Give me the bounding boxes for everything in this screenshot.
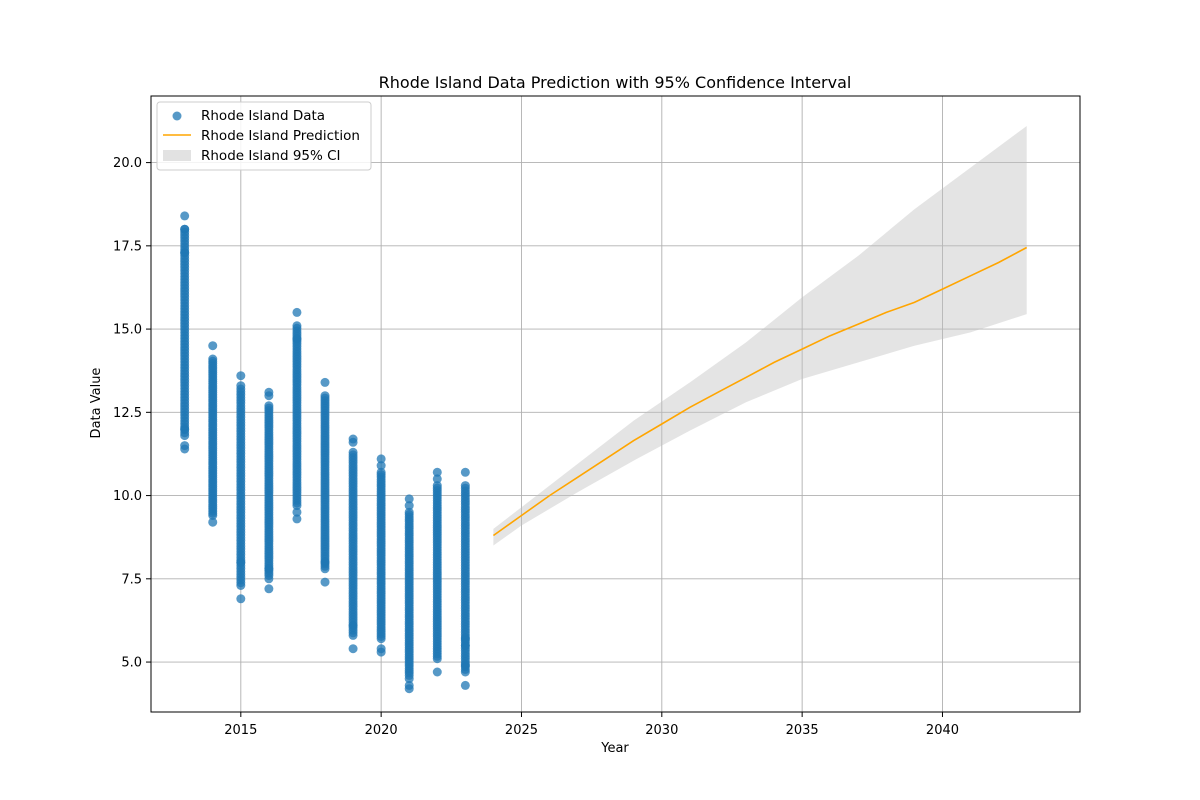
data-point — [460, 467, 470, 477]
data-point — [460, 481, 470, 491]
data-point — [376, 644, 386, 654]
data-point — [348, 620, 358, 630]
data-point — [208, 517, 218, 527]
legend-marker-data — [172, 111, 182, 121]
x-tick-label: 2035 — [786, 723, 819, 738]
data-point — [404, 494, 414, 504]
data-point — [320, 377, 330, 387]
data-point — [180, 248, 190, 257]
data-point — [236, 594, 246, 604]
legend: Rhode Island Data Rhode Island Predictio… — [156, 101, 372, 171]
data-point — [404, 674, 414, 684]
y-axis-label: Data Value — [89, 368, 104, 439]
data-point — [348, 644, 358, 654]
data-point — [180, 441, 190, 451]
y-tick-label: 5.0 — [121, 656, 142, 671]
y-tick-label: 10.0 — [113, 489, 142, 504]
data-point — [460, 640, 470, 650]
y-tick-label: 17.5 — [113, 239, 142, 254]
data-point — [236, 381, 246, 391]
y-tick-label: 7.5 — [121, 572, 142, 587]
data-point — [320, 557, 330, 567]
legend-label-prediction: Rhode Island Prediction — [201, 128, 360, 144]
data-point — [376, 454, 386, 464]
data-point — [432, 481, 442, 491]
data-point — [404, 501, 414, 511]
legend-label-ci: Rhode Island 95% CI — [201, 148, 341, 164]
data-point — [376, 467, 386, 477]
legend-label-data: Rhode Island Data — [201, 108, 325, 124]
data-point — [264, 387, 274, 397]
data-point — [180, 424, 190, 434]
data-point — [404, 680, 414, 690]
data-point — [320, 391, 330, 401]
x-tick-label: 2025 — [505, 723, 538, 738]
data-point — [404, 507, 414, 517]
data-point — [236, 371, 246, 381]
data-point — [348, 447, 358, 457]
data-point — [460, 660, 470, 670]
plot-frame — [150, 95, 1081, 713]
y-axis-ticks: 5.0 7.5 10.0 12.5 15.0 17.5 20.0 — [113, 156, 151, 671]
confidence-band — [493, 126, 1027, 546]
x-tick-label: 2020 — [365, 723, 398, 738]
data-point — [292, 321, 302, 331]
data-point — [292, 514, 302, 524]
data-point — [432, 474, 442, 484]
y-tick-label: 12.5 — [113, 406, 142, 421]
y-tick-label: 20.0 — [113, 156, 142, 171]
grid — [151, 96, 1080, 712]
data-point — [264, 584, 274, 594]
data-point — [292, 334, 302, 344]
chart-title: Rhode Island Data Prediction with 95% Co… — [379, 73, 852, 92]
prediction-series-line — [492, 246, 1028, 537]
data-point — [208, 354, 218, 364]
data-point — [264, 574, 274, 584]
data-point — [180, 211, 190, 221]
data-point — [180, 224, 190, 234]
data-point — [432, 467, 442, 477]
scatter-points — [180, 211, 470, 694]
data-point — [460, 634, 470, 644]
data-point — [320, 577, 330, 587]
data-point — [348, 434, 358, 444]
x-tick-label: 2015 — [224, 723, 257, 738]
data-point — [236, 557, 246, 567]
data-point — [460, 680, 470, 690]
x-axis-ticks: 2015 2020 2025 2030 2035 2040 — [224, 712, 959, 738]
data-point — [432, 667, 442, 677]
data-point — [376, 461, 386, 471]
x-tick-label: 2040 — [926, 723, 959, 738]
data-point — [264, 564, 274, 574]
prediction-line — [492, 246, 1028, 537]
data-point — [264, 401, 274, 411]
data-point — [292, 307, 302, 317]
legend-box — [156, 101, 372, 171]
y-tick-label: 15.0 — [113, 323, 142, 338]
x-tick-label: 2030 — [645, 723, 678, 738]
ci-band — [493, 126, 1027, 546]
x-axis-label: Year — [600, 741, 629, 756]
data-point — [292, 507, 302, 517]
data-point — [208, 341, 218, 351]
legend-marker-ci — [163, 150, 191, 161]
